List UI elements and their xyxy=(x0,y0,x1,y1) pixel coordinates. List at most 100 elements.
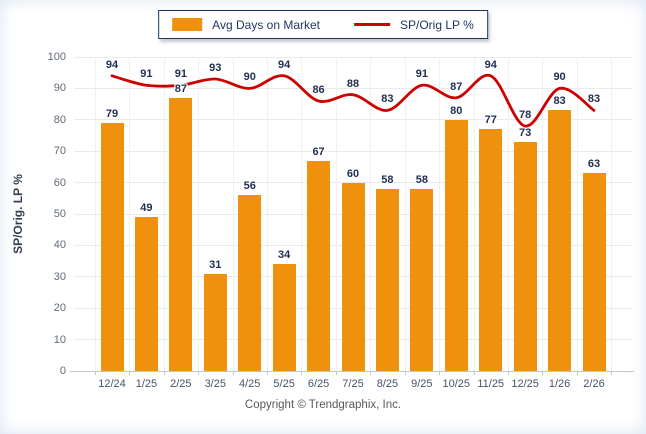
bar-value-label: 56 xyxy=(243,180,256,193)
bar xyxy=(307,160,331,371)
x-tick-label: 12/25 xyxy=(511,378,539,390)
gridline-vertical xyxy=(473,57,475,371)
bar-value-label: 60 xyxy=(346,167,360,180)
gridline-vertical xyxy=(94,57,96,371)
x-tick-label: 12/24 xyxy=(98,378,126,390)
bar-value-label: 58 xyxy=(381,173,394,186)
gridline-horizontal xyxy=(74,119,632,121)
bar-value-label: 79 xyxy=(105,107,119,120)
gridline-horizontal xyxy=(74,87,632,89)
line-value-label: 78 xyxy=(519,109,532,122)
x-axis-tick xyxy=(301,371,303,375)
y-tick-label: 20 xyxy=(53,302,66,315)
gridline-vertical xyxy=(507,57,509,371)
bar xyxy=(548,110,572,371)
x-tick-label: 1/26 xyxy=(548,378,571,390)
gridline-vertical xyxy=(542,57,544,371)
gridline-vertical xyxy=(576,57,578,371)
bar-value-label: 77 xyxy=(484,114,497,127)
bar xyxy=(169,97,193,371)
line-value-label: 87 xyxy=(450,80,463,93)
x-axis-tick xyxy=(507,371,509,375)
gridline-vertical xyxy=(232,57,234,371)
bar-series-swatch xyxy=(172,18,203,31)
bar xyxy=(444,119,468,371)
gridline-vertical xyxy=(335,57,337,371)
gridline-vertical xyxy=(404,57,406,371)
bar-value-label: 80 xyxy=(450,104,463,117)
line-value-label: 88 xyxy=(346,77,360,90)
bar-value-label: 49 xyxy=(140,202,153,215)
legend-line-label: SP/Orig LP % xyxy=(400,17,474,32)
gridline-vertical xyxy=(198,57,200,371)
bar xyxy=(582,173,606,371)
x-axis-tick xyxy=(611,371,613,375)
x-axis-baseline xyxy=(70,371,634,372)
x-tick-label: 11/25 xyxy=(477,378,505,390)
y-axis-title: SP/Orig. LP % xyxy=(11,174,25,254)
bar xyxy=(513,141,537,371)
bar-value-label: 67 xyxy=(312,145,325,158)
line-value-label: 94 xyxy=(278,58,291,71)
x-axis-tick xyxy=(198,371,200,375)
gridline-vertical xyxy=(611,57,613,371)
legend: Avg Days on Market SP/Orig LP % xyxy=(158,10,488,39)
x-tick-label: 10/25 xyxy=(442,378,471,390)
bar-value-label: 34 xyxy=(278,249,291,262)
gridline-vertical xyxy=(439,57,441,371)
x-axis-tick xyxy=(473,371,475,375)
gridline-vertical xyxy=(370,57,372,371)
x-axis-tick xyxy=(404,371,406,375)
copyright-text: Copyright © Trendgraphix, Inc. xyxy=(244,399,402,411)
line-value-label: 86 xyxy=(312,83,325,96)
bar xyxy=(375,188,399,371)
line-value-label: 91 xyxy=(140,68,153,81)
bar-value-label: 58 xyxy=(415,173,428,186)
x-axis-tick xyxy=(542,371,544,375)
x-axis-tick xyxy=(335,371,337,375)
bar-value-label: 63 xyxy=(587,158,601,171)
x-axis-tick xyxy=(163,371,165,375)
bar xyxy=(134,217,158,371)
line-value-label: 93 xyxy=(209,61,222,74)
line-path xyxy=(110,73,596,128)
gridline-horizontal xyxy=(74,56,632,58)
x-tick-label: 3/25 xyxy=(204,378,226,390)
bar xyxy=(410,188,434,371)
gridline-vertical xyxy=(266,57,268,371)
x-axis-tick xyxy=(576,371,578,375)
bar xyxy=(479,129,503,371)
y-tick-label: 30 xyxy=(53,270,66,283)
x-tick-label: 9/25 xyxy=(411,378,433,390)
x-axis-tick xyxy=(370,371,372,375)
gridline-vertical xyxy=(301,57,303,371)
gridline-vertical xyxy=(129,57,131,371)
bar xyxy=(341,182,365,371)
line-value-label: 91 xyxy=(174,68,187,81)
y-tick-label: 70 xyxy=(53,145,66,158)
x-axis-tick xyxy=(129,371,131,375)
x-tick-label: 2/25 xyxy=(170,378,192,390)
line-value-label: 91 xyxy=(415,68,428,81)
x-axis-tick xyxy=(94,371,96,375)
x-tick-label: 7/25 xyxy=(342,378,364,390)
y-tick-label: 10 xyxy=(53,333,66,346)
x-tick-label: 8/25 xyxy=(376,378,399,390)
y-tick-label: 100 xyxy=(47,51,66,63)
bar xyxy=(272,264,296,371)
plot-area: 79 49 87 31 56 34 67 60 58 58 80 77 73 83 63 94 91 91 93 90… xyxy=(70,56,634,375)
bar-value-label: 83 xyxy=(553,95,566,108)
bar xyxy=(238,195,262,371)
y-tick-label: 60 xyxy=(53,176,66,189)
y-tick-label: 80 xyxy=(53,113,66,126)
y-tick-label: 40 xyxy=(53,239,66,252)
line-value-label: 83 xyxy=(587,93,601,106)
bar xyxy=(100,122,124,371)
x-axis-tick xyxy=(266,371,268,375)
bar-value-label: 31 xyxy=(209,258,222,271)
line-value-label: 90 xyxy=(243,71,256,84)
gridline-horizontal xyxy=(74,150,632,152)
bar-value-label: 73 xyxy=(519,126,532,139)
y-tick-label: 90 xyxy=(53,82,66,95)
